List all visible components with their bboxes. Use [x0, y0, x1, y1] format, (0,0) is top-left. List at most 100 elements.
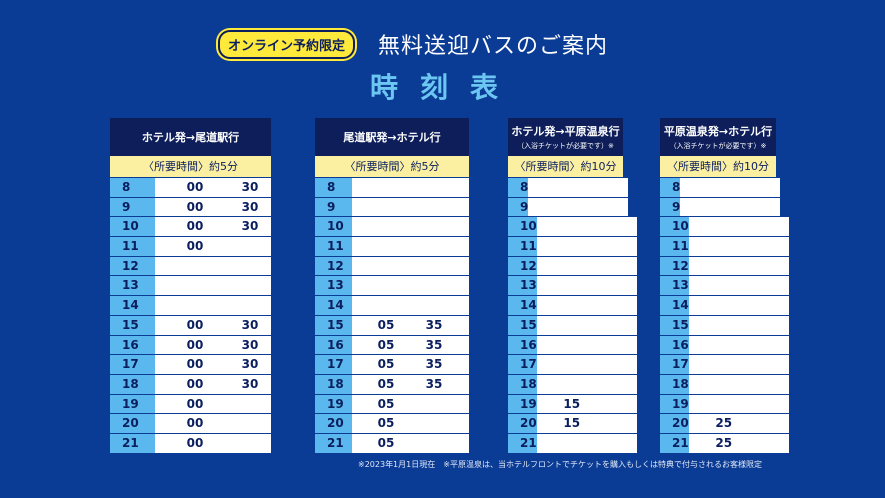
minute: [175, 296, 215, 315]
minutes-cell: 00: [155, 414, 271, 433]
minutes-cell: 00 30: [155, 315, 271, 335]
table-row: 8 00 30: [110, 178, 271, 198]
minute: [230, 434, 270, 453]
hour-cell: 11: [315, 237, 352, 256]
minutes-cell: [352, 296, 469, 315]
route-title: 尾道駅発→ホテル行: [343, 131, 441, 144]
minute: [749, 276, 789, 295]
minute: 15: [563, 396, 581, 411]
hour-cell: 17: [508, 355, 537, 374]
hour-cell: 13: [315, 276, 352, 296]
hour-cell: 8: [110, 178, 155, 197]
minute: [597, 355, 637, 374]
timetable: 平原温泉発→ホテル行 （入浴チケットが必要です）※ 〈所要時間〉約10分 8 9 10 11…: [660, 118, 789, 454]
hour-cell: 15: [110, 315, 155, 335]
hour-cell: 20: [660, 414, 689, 433]
minutes-cell: [688, 355, 789, 374]
minute: 30: [241, 180, 259, 194]
minutes-cell: [155, 256, 271, 276]
minutes-cell: [688, 374, 789, 394]
minutes-cell: [536, 335, 637, 355]
table-row: 13: [110, 276, 271, 297]
minute: 25: [715, 416, 733, 431]
minute: [749, 414, 789, 433]
minute: [414, 434, 454, 453]
minute: [552, 276, 592, 295]
duration-label: 〈所要時間〉約10分: [508, 156, 623, 178]
table-row: 9: [660, 197, 781, 218]
minute: 30: [241, 219, 259, 234]
minute: [552, 296, 592, 315]
minute: [230, 296, 270, 315]
route-title: ホテル発→尾道駅行: [141, 131, 240, 144]
duration-label: 〈所要時間〉約10分: [660, 156, 776, 178]
hour-cell: 20: [508, 414, 537, 433]
minute: [175, 257, 215, 276]
minute: 05: [377, 416, 395, 431]
minutes-cell: [688, 217, 789, 237]
minute: [749, 316, 789, 335]
minute: [597, 217, 637, 236]
table-row: 18 00 30: [110, 374, 271, 395]
minute: [414, 276, 454, 295]
table-row: 9: [508, 197, 629, 218]
hour-cell: 14: [315, 296, 352, 315]
hour-cell: 10: [315, 217, 352, 237]
hour-cell: 16: [508, 335, 537, 355]
hour-cell: 19: [508, 394, 537, 414]
hour-cell: 12: [110, 256, 155, 276]
table-row: 20 15: [508, 414, 637, 434]
table-row: 16: [508, 335, 637, 356]
minutes-cell: [688, 237, 789, 256]
minute: 35: [425, 317, 443, 332]
hour-cell: 13: [110, 276, 155, 296]
table-row: 20 00: [110, 414, 271, 434]
minute: 35: [425, 357, 443, 372]
minutes-cell: 05 35: [352, 374, 469, 394]
minutes-cell: [680, 197, 781, 217]
minute: [230, 237, 270, 256]
page-subtitle: 時刻表: [369, 71, 520, 104]
minute: [749, 257, 789, 276]
table-row: 21: [508, 433, 637, 454]
minute: 05: [377, 376, 395, 391]
minute: [543, 198, 583, 217]
hour-cell: 14: [660, 296, 689, 315]
minute: 30: [241, 317, 259, 332]
minutes-cell: [352, 197, 469, 217]
hour-cell: 21: [508, 433, 537, 453]
minute: 35: [425, 337, 443, 352]
minutes-cell: 00 30: [155, 178, 271, 197]
hour-cell: 10: [660, 217, 689, 237]
table-row: 13: [315, 276, 469, 297]
table-row: 18 05 35: [315, 374, 469, 395]
minute: [597, 237, 637, 256]
hour-cell: 18: [110, 374, 155, 394]
timetable-header: 尾道駅発→ホテル行: [315, 118, 469, 156]
minute: [740, 198, 780, 217]
table-row: 10: [508, 217, 637, 238]
minute: [749, 237, 789, 256]
table-row: 12: [660, 256, 789, 277]
table-row: 11 00: [110, 237, 271, 257]
online-limited-badge: オンライン予約限定: [218, 30, 356, 59]
minute: [366, 296, 406, 315]
table-row: 12: [110, 256, 271, 277]
table-row: 8: [660, 178, 781, 198]
hour-cell: 14: [508, 296, 537, 315]
table-row: 16 00 30: [110, 335, 271, 356]
hour-cell: 11: [110, 237, 155, 256]
duration-label: 〈所要時間〉約5分: [110, 156, 271, 178]
minutes-cell: 00: [155, 394, 271, 414]
table-row: 11: [508, 237, 637, 257]
minutes-cell: [536, 276, 637, 296]
timetable-header: 平原温泉発→ホテル行 （入浴チケットが必要です）※: [660, 118, 776, 156]
minutes-cell: 05: [352, 394, 469, 414]
minute: 00: [186, 376, 204, 391]
minute: [414, 237, 454, 256]
minutes-cell: 05: [352, 414, 469, 433]
table-row: 15 05 35: [315, 315, 469, 336]
table-row: 16 05 35: [315, 335, 469, 356]
minute: [704, 257, 744, 276]
timetable: ホテル発→平原温泉行 （入浴チケットが必要です）※ 〈所要時間〉約10分 8 9 10 11…: [508, 118, 637, 454]
